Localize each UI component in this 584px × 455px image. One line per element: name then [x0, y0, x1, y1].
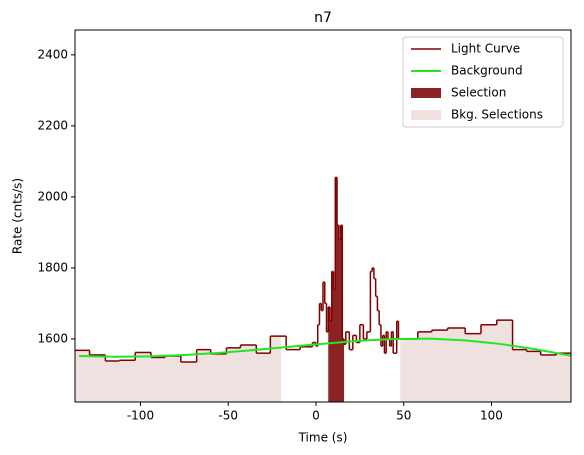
legend-label: Bkg. Selections — [451, 108, 543, 122]
legend-handle — [411, 110, 441, 120]
selection — [328, 177, 345, 402]
axes-frame — [74, 29, 572, 403]
chart-title: n7 — [314, 10, 332, 26]
x-tick-label: 100 — [480, 409, 503, 423]
y-tick-label: 1800 — [37, 260, 68, 274]
x-tick-label: -100 — [127, 409, 154, 423]
y-tick-label: 2200 — [37, 118, 68, 132]
plot-area — [75, 176, 571, 402]
legend-label: Background — [451, 64, 523, 78]
legend: Light Curve Background Selection Bkg. Selec… — [402, 36, 564, 128]
x-tick-label: 50 — [396, 409, 411, 423]
bkg-selection — [75, 336, 281, 402]
y-axis-label: Rate (cnts/s) — [11, 178, 25, 254]
legend-label: Selection — [451, 86, 506, 100]
bkg-selection — [400, 320, 571, 402]
legend-handle — [411, 88, 441, 98]
y-tick-label: 1600 — [37, 331, 68, 345]
legend-label: Light Curve — [451, 42, 520, 56]
x-tick-label: -50 — [218, 409, 238, 423]
x-axis-label: Time (s) — [298, 431, 348, 445]
background-line — [79, 337, 571, 358]
x-tick-label: 0 — [312, 409, 320, 423]
y-tick-label: 2400 — [37, 47, 68, 61]
legend-frame — [402, 36, 564, 128]
y-tick-label: 2000 — [37, 189, 68, 203]
